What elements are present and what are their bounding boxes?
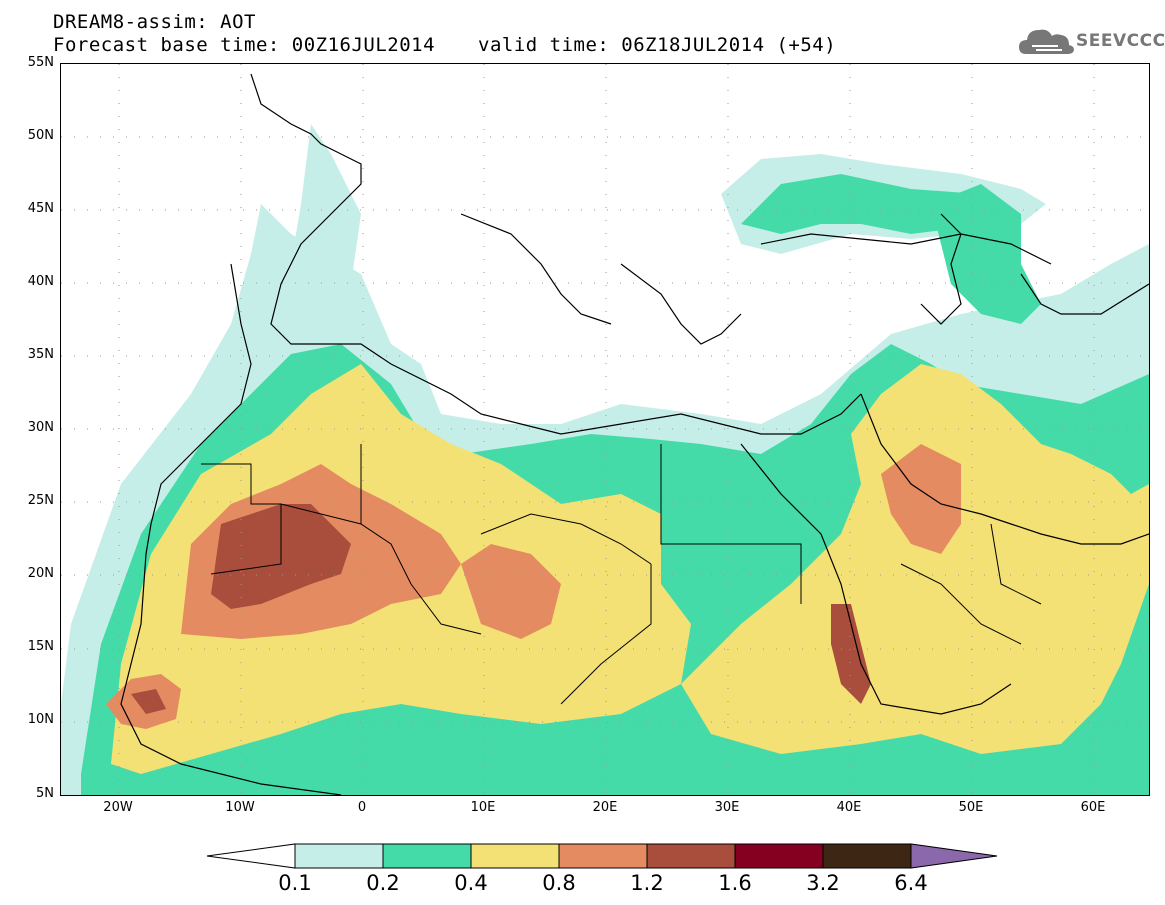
lon-label-20e: 20E [592,800,618,815]
color-legend [205,842,1000,870]
forecast-base-time: Forecast base time: 00Z16JUL2014 [53,34,436,56]
lat-label-45n: 45N [27,201,54,216]
lon-label-10w: 10W [225,800,255,815]
lat-label-55n: 55N [27,55,54,70]
lat-label-30n: 30N [27,420,54,435]
aot-map [60,63,1150,796]
country-borders [201,444,1042,705]
lat-label-40n: 40N [27,274,54,289]
chart-title: DREAM8-assim: AOT [53,11,256,33]
legend-label-3.2: 3.2 [806,871,840,895]
lon-label-30e: 30E [714,800,740,815]
lat-label-25n: 25N [27,493,54,508]
lat-label-20n: 20N [27,566,54,581]
lon-label-10e: 10E [470,800,496,815]
lat-label-10n: 10N [27,712,54,727]
legend-box-7 [822,843,912,869]
lon-label-20w: 20W [103,800,133,815]
lon-label-60e: 60E [1080,800,1106,815]
lat-label-15n: 15N [27,639,54,654]
legend-label-1.6: 1.6 [718,871,752,895]
legend-box-6 [734,843,824,869]
lon-label-40e: 40E [836,800,862,815]
lat-label-50n: 50N [27,128,54,143]
legend-box-1 [294,843,384,869]
logo-text: SEEVCCC [1076,31,1165,51]
legend-label-0.4: 0.4 [454,871,488,895]
legend-label-0.1: 0.1 [278,871,312,895]
legend-box-2 [382,843,472,869]
lat-label-35n: 35N [27,347,54,362]
seevccc-logo: SEEVCCC [1018,24,1165,58]
coastlines [120,73,1149,795]
legend-under-arrow [206,843,296,869]
lon-label-0: 0 [357,800,367,815]
legend-label-0.8: 0.8 [542,871,576,895]
legend-label-1.2: 1.2 [630,871,664,895]
legend-label-0.2: 0.2 [366,871,400,895]
lat-label-5n: 5N [36,786,54,801]
valid-time: valid time: 06Z18JUL2014 (+54) [478,34,837,56]
lon-label-50e: 50E [958,800,984,815]
legend-over-arrow [910,843,998,869]
legend-box-4 [558,843,648,869]
cloud-icon [1019,29,1074,54]
legend-label-6.4: 6.4 [894,871,928,895]
legend-box-5 [646,843,736,869]
aot-field [61,124,1149,795]
legend-box-3 [470,843,560,869]
